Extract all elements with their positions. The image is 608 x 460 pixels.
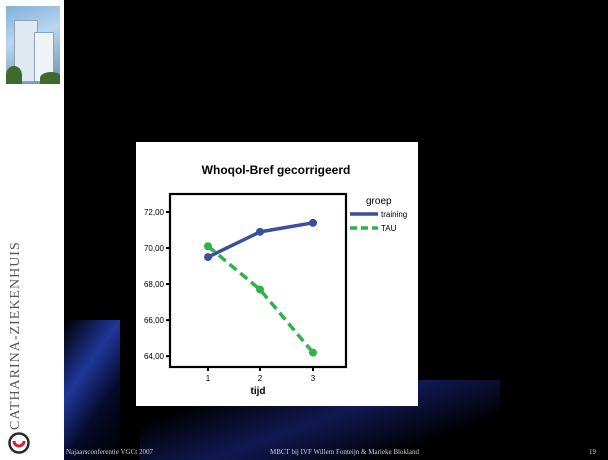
y-tick-label: 72,00 [144,208,165,217]
chart-panel: Whoqol-Bref gecorrigeerd 64,00 66,00 68,00… [136,142,418,406]
x-tick-label: 3 [311,374,316,383]
legend-title: groep [366,196,392,207]
footer-presenters: MBCT bij IVF Willem Fonteijn & Marieke B… [270,448,419,456]
x-axis-label: tijd [251,386,266,397]
series-line-tau [206,244,315,354]
footer-page-number: 19 [589,448,596,456]
data-point-tau [204,242,212,251]
footer-conference: Najaarsconferentie VGCt 2007 [66,448,153,456]
y-tick-label: 68,00 [144,280,165,289]
x-tick-label: 1 [206,374,211,383]
brand-name: CATHARINA-ZIEKENHUIS [8,241,23,430]
chart-title: Whoqol-Bref gecorrigeerd [202,163,351,177]
data-point-tau [309,348,317,357]
data-point-training [309,218,317,227]
brand-vertical-text: CATHARINA-ZIEKENHUIS [8,241,30,430]
y-axis: 64,00 66,00 68,00 70,00 72,00 [144,208,170,361]
legend-label-tau: TAU [381,224,397,233]
y-tick-label: 66,00 [144,316,165,325]
legend-label-training: training [381,210,407,219]
hospital-logo-icon [8,432,30,454]
y-tick-label: 70,00 [144,244,165,253]
legend: training TAU [350,210,407,233]
sidebar: CATHARINA-ZIEKENHUIS [0,0,64,460]
hospital-photo [6,6,60,84]
series-layer [204,218,317,357]
data-point-training [204,253,212,262]
line-chart: Whoqol-Bref gecorrigeerd 64,00 66,00 68,00… [144,163,407,397]
x-axis: 1 2 3 [206,367,316,383]
x-tick-label: 2 [258,374,263,383]
y-tick-label: 64,00 [144,352,165,361]
data-point-tau [256,285,264,294]
footer: Najaarsconferentie VGCt 2007 MBCT bij IV… [66,444,608,456]
plot-frame [168,192,348,369]
data-point-training [256,227,264,236]
